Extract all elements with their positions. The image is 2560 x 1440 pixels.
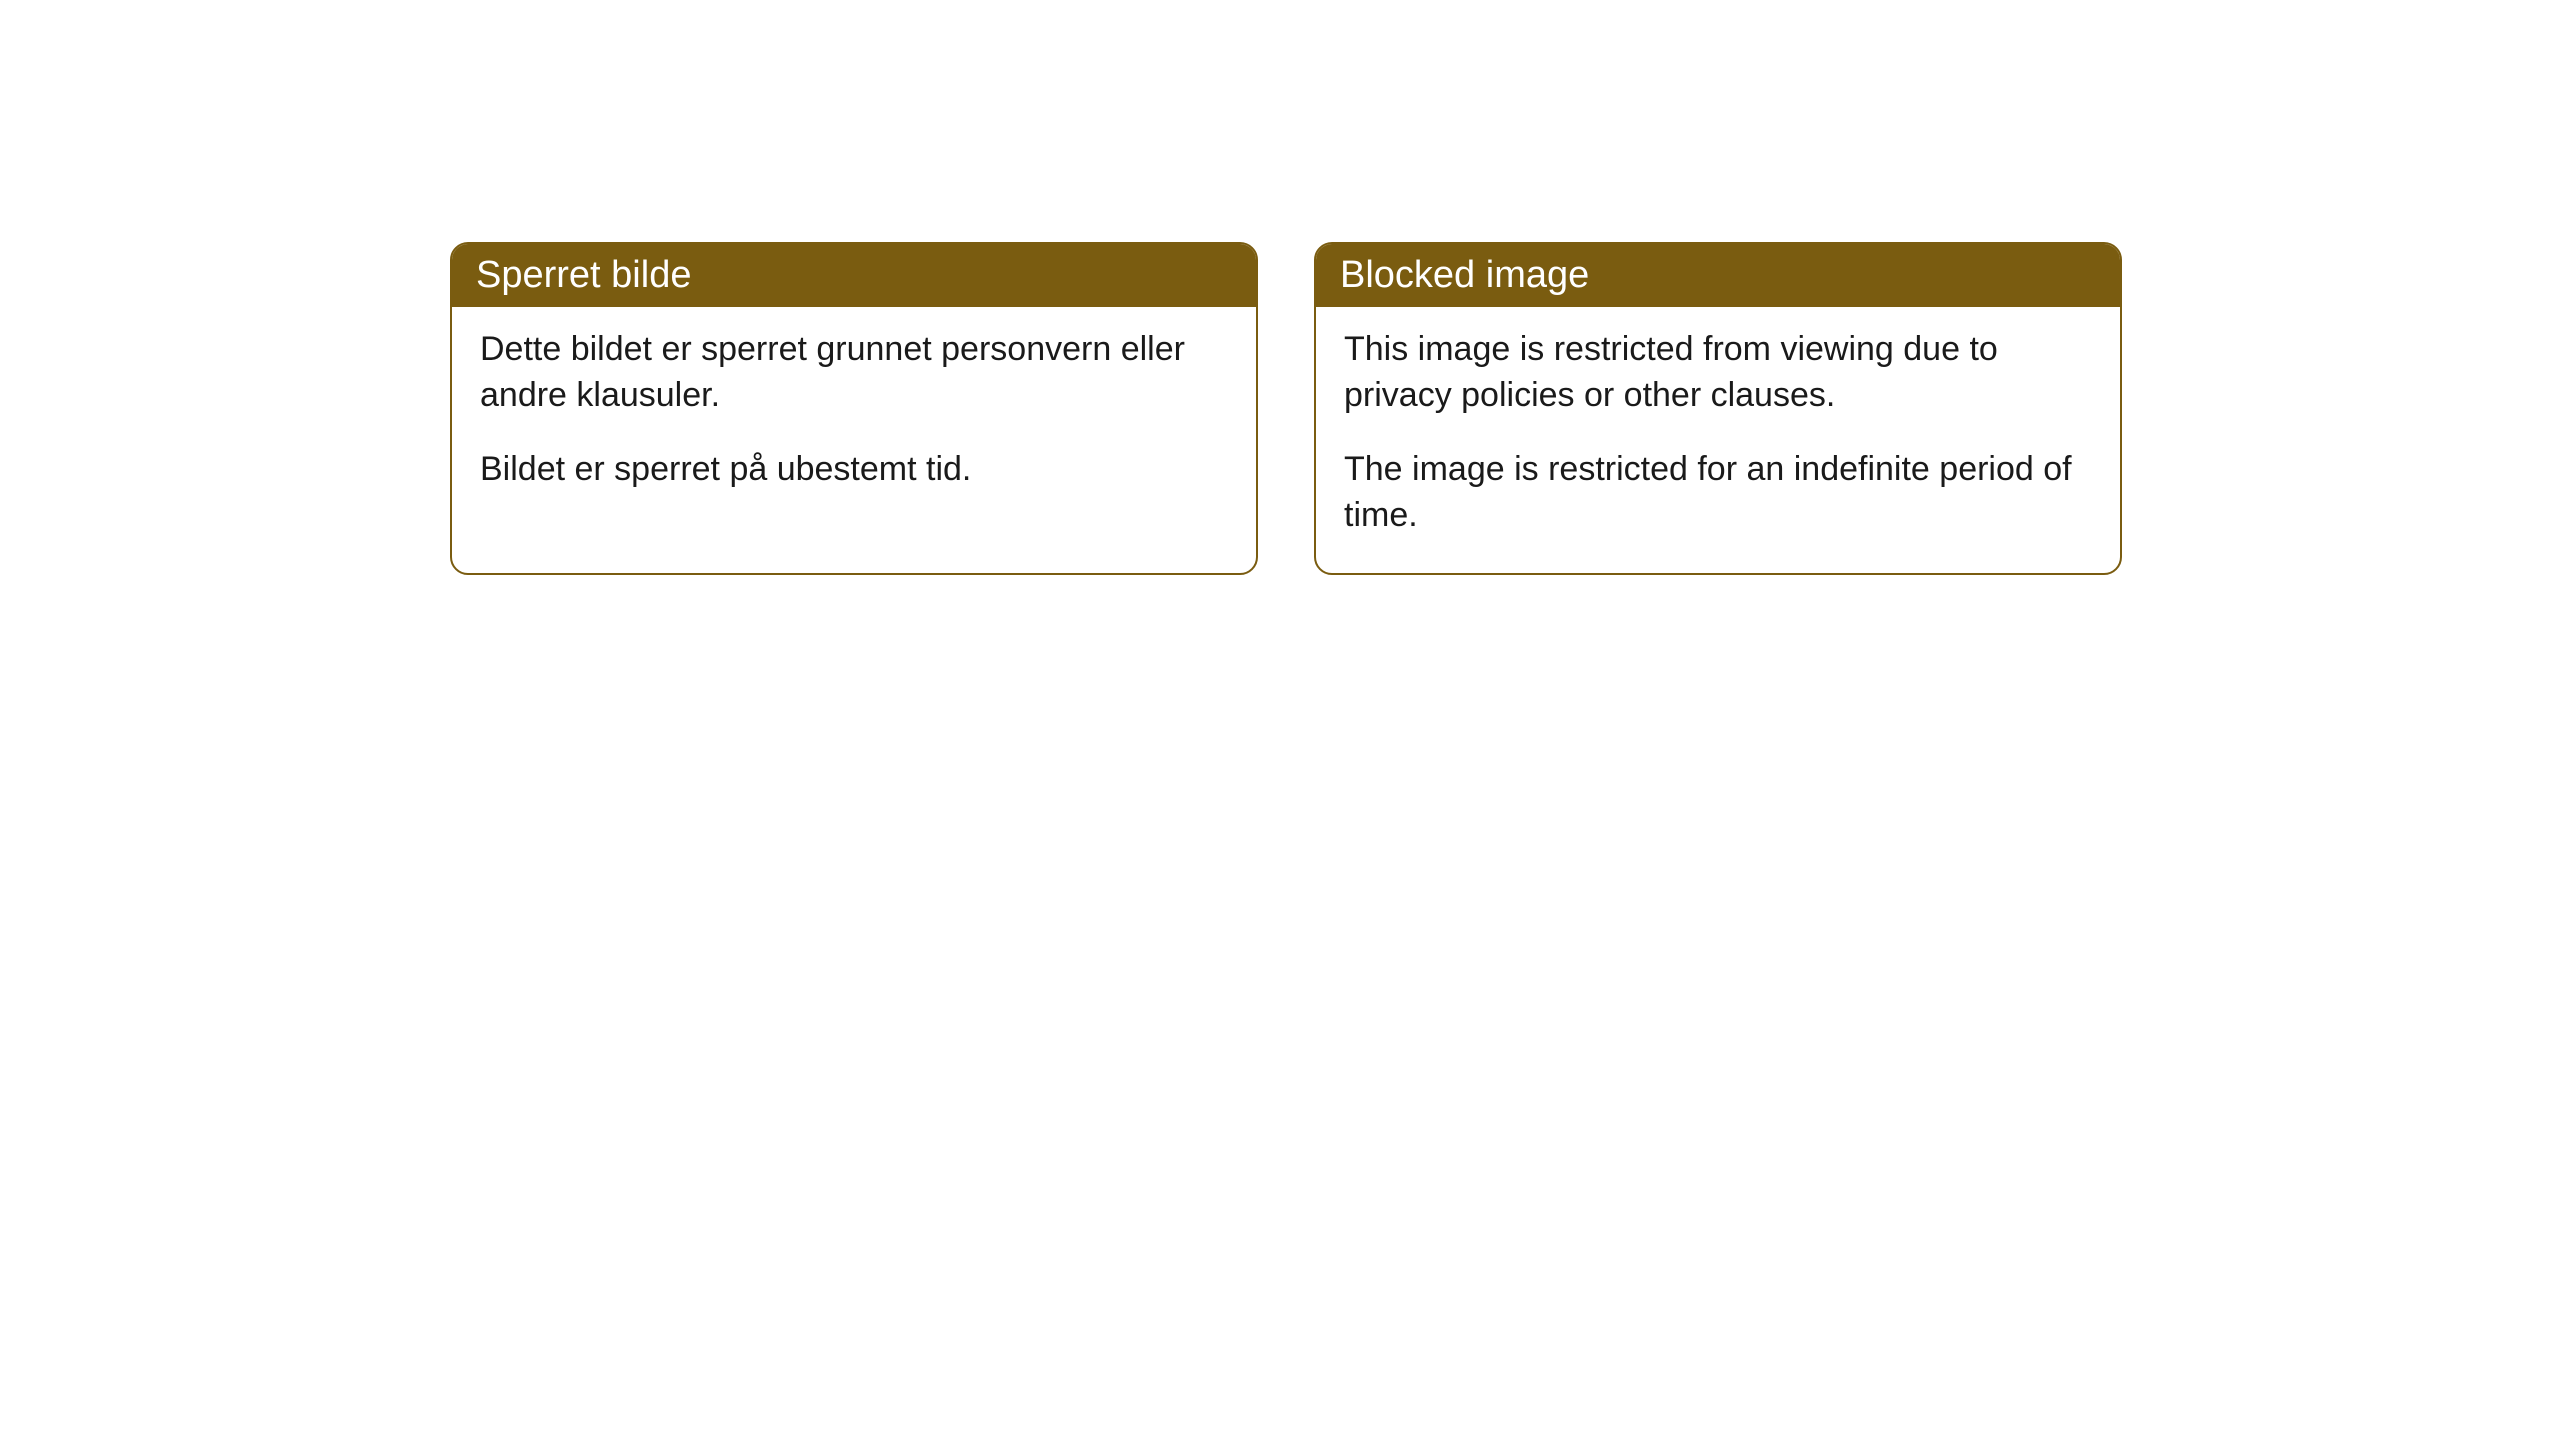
notice-card-norwegian: Sperret bilde Dette bildet er sperret gr… xyxy=(450,242,1258,575)
card-paragraph: This image is restricted from viewing du… xyxy=(1344,327,2092,419)
card-body-english: This image is restricted from viewing du… xyxy=(1316,307,2120,573)
card-paragraph: Bildet er sperret på ubestemt tid. xyxy=(480,447,1228,493)
card-header-english: Blocked image xyxy=(1316,244,2120,307)
card-paragraph: The image is restricted for an indefinit… xyxy=(1344,447,2092,539)
notice-cards-container: Sperret bilde Dette bildet er sperret gr… xyxy=(450,242,2122,575)
notice-card-english: Blocked image This image is restricted f… xyxy=(1314,242,2122,575)
card-title: Sperret bilde xyxy=(476,254,691,296)
card-title: Blocked image xyxy=(1340,254,1589,296)
card-paragraph: Dette bildet er sperret grunnet personve… xyxy=(480,327,1228,419)
card-header-norwegian: Sperret bilde xyxy=(452,244,1256,307)
card-body-norwegian: Dette bildet er sperret grunnet personve… xyxy=(452,307,1256,527)
